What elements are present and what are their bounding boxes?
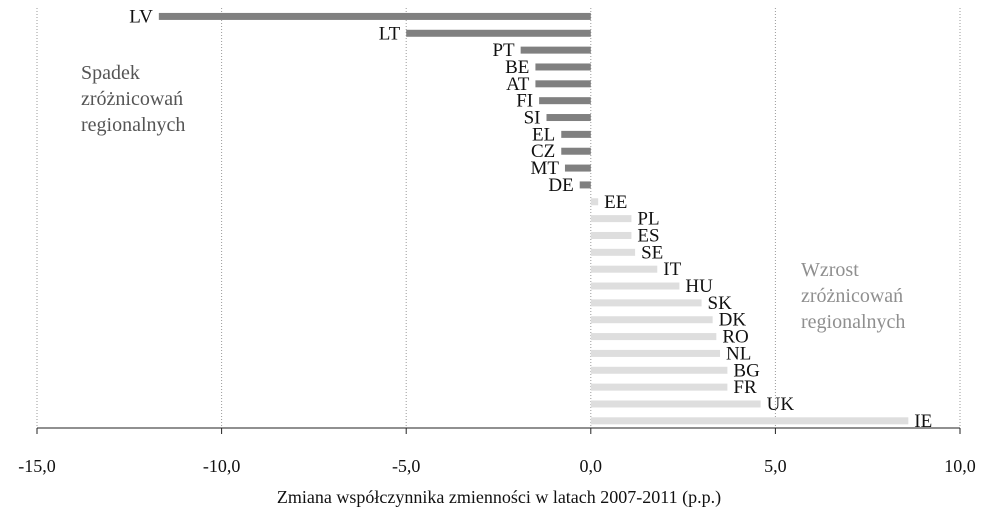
category-label: SK <box>708 293 733 314</box>
category-label: FI <box>516 91 533 112</box>
category-label: IE <box>914 411 932 432</box>
category-label: EE <box>604 192 627 213</box>
category-label: BE <box>505 57 529 78</box>
bar <box>535 80 591 88</box>
category-label: FR <box>733 377 757 398</box>
category-label: RO <box>722 327 748 348</box>
annotation-increase: Wzrost <box>801 259 859 281</box>
bar <box>590 349 721 357</box>
bar <box>590 198 599 206</box>
bar <box>590 417 909 425</box>
category-label: UK <box>767 394 795 415</box>
bar <box>590 316 713 324</box>
bar <box>520 46 591 54</box>
bar <box>535 63 591 71</box>
category-label: BG <box>733 360 760 381</box>
category-label: SE <box>641 242 663 263</box>
bar <box>579 181 591 189</box>
bar <box>590 215 632 223</box>
annotation-decrease: Spadek <box>81 62 140 84</box>
x-tick-label: -5,0 <box>392 456 421 476</box>
category-label: LV <box>129 6 153 27</box>
category-label: DK <box>719 310 747 331</box>
category-label: ES <box>637 225 659 246</box>
category-label: SI <box>524 108 541 129</box>
x-tick-label: 0,0 <box>580 456 603 476</box>
bar <box>590 299 702 307</box>
category-label: HU <box>685 276 713 297</box>
category-label: MT <box>530 158 559 179</box>
bar <box>564 164 591 172</box>
x-tick-label: -10,0 <box>203 456 241 476</box>
bar <box>590 248 636 256</box>
category-label: IT <box>663 259 681 280</box>
x-tick-label: -15,0 <box>18 456 56 476</box>
annotation-decrease: zróżnicowań <box>81 88 183 110</box>
bar <box>561 130 591 138</box>
bar <box>546 114 591 122</box>
bar <box>590 383 728 391</box>
category-label: PT <box>492 40 515 61</box>
x-tick-label: 10,0 <box>944 456 976 476</box>
bar <box>590 231 632 239</box>
category-label: LT <box>379 23 401 44</box>
category-label: DE <box>548 175 573 196</box>
bar <box>406 29 591 37</box>
category-label: PL <box>637 209 659 230</box>
x-axis-title: Zmiana współczynnika zmienności w latach… <box>277 487 721 508</box>
bar <box>158 12 591 20</box>
bar <box>590 366 728 374</box>
bar <box>590 333 717 341</box>
annotation-increase: regionalnych <box>801 311 905 333</box>
category-label: CZ <box>531 141 555 162</box>
x-tick-label: 5,0 <box>764 456 787 476</box>
category-label: NL <box>726 343 751 364</box>
bar <box>590 282 680 290</box>
category-label: EL <box>532 124 555 145</box>
bar <box>590 265 658 273</box>
bar <box>561 147 591 155</box>
bar <box>590 400 761 408</box>
annotation-increase: zróżnicowań <box>801 285 903 307</box>
category-label: AT <box>506 74 530 95</box>
bar <box>539 97 591 105</box>
annotation-decrease: regionalnych <box>81 114 185 136</box>
